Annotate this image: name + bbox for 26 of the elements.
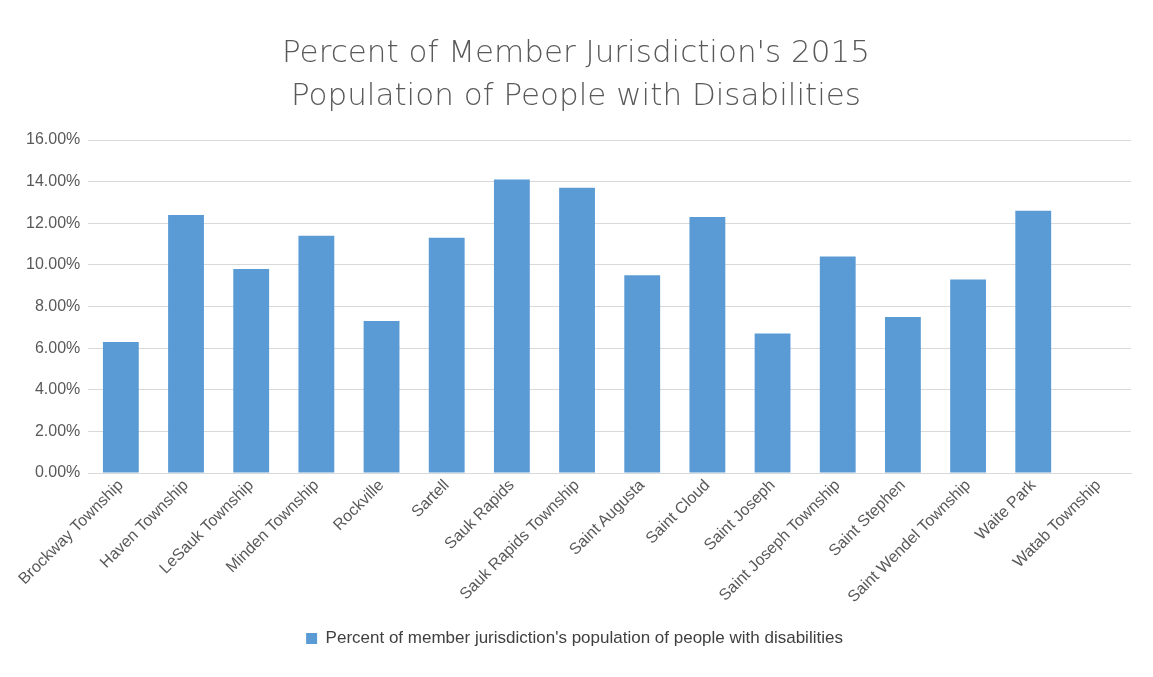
y-tick-label: 6.00% bbox=[34, 338, 81, 356]
bar bbox=[624, 275, 661, 473]
bar bbox=[950, 279, 986, 473]
bar bbox=[754, 333, 791, 473]
bar bbox=[363, 321, 400, 473]
bar bbox=[559, 187, 595, 473]
y-tick-label: 8.00% bbox=[34, 296, 81, 314]
bar bbox=[298, 235, 335, 473]
bar bbox=[102, 341, 139, 473]
bar bbox=[168, 214, 204, 473]
y-tick-label: 4.00% bbox=[34, 380, 81, 398]
bar bbox=[428, 237, 465, 473]
bar bbox=[233, 269, 270, 473]
y-tick-label: 14.00% bbox=[26, 172, 81, 190]
y-tick-label: 2.00% bbox=[34, 421, 81, 439]
bar bbox=[1015, 210, 1052, 473]
y-tick-label: 12.00% bbox=[26, 213, 81, 231]
y-tick-label: 16.00% bbox=[26, 130, 81, 148]
chart-title: Percent of Member Jurisdiction's 2015 Population of People with Disabilities bbox=[281, 32, 871, 114]
y-tick-label: 0.00% bbox=[34, 463, 81, 481]
bar bbox=[819, 256, 856, 473]
legend-label: Percent of member jurisdiction's population of people with disabilities bbox=[325, 628, 843, 648]
y-tick-label: 10.00% bbox=[26, 255, 81, 273]
bar bbox=[689, 217, 726, 473]
bar bbox=[493, 179, 530, 473]
bar bbox=[884, 316, 921, 473]
